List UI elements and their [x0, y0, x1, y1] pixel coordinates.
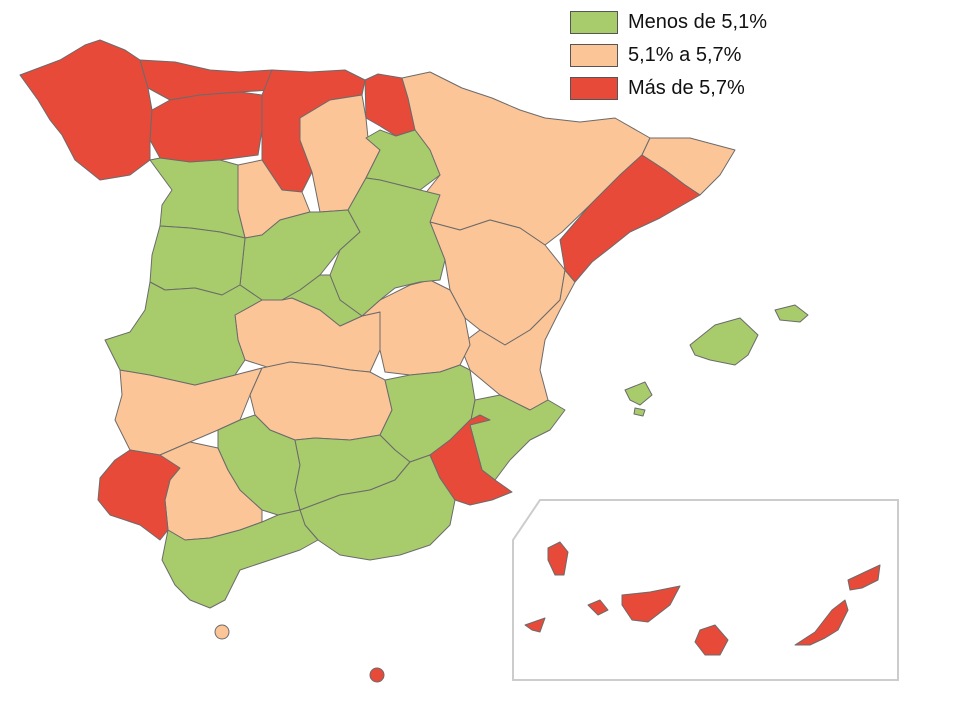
region-salamanca	[149, 225, 246, 296]
legend-item-low: Menos de 5,1%	[570, 6, 767, 39]
region-granada-almeria	[299, 454, 456, 561]
region-alicante	[469, 394, 566, 481]
island-fuerteventura	[794, 599, 849, 646]
city-melilla	[369, 667, 385, 683]
region-murcia	[429, 414, 513, 506]
island-gran-canaria	[694, 624, 729, 656]
island-el-hierro	[524, 617, 546, 633]
region-castellon-tarragona	[559, 154, 701, 283]
region-madrid-avila	[281, 274, 363, 327]
region-caceres	[104, 281, 263, 386]
legend-label-high: Más de 5,7%	[628, 77, 745, 99]
region-soria-guadalajara	[329, 177, 446, 317]
region-cadiz-malaga	[161, 509, 319, 609]
region-galicia	[19, 39, 153, 181]
island-la-palma	[547, 541, 569, 576]
region-cuenca-albacete-north	[361, 279, 471, 376]
legend-swatch-mid	[570, 44, 618, 67]
legend-label-mid: 5,1% a 5,7%	[628, 44, 742, 66]
island-lanzarote	[847, 564, 881, 591]
city-ceuta	[214, 624, 230, 640]
legend: Menos de 5,1% 5,1% a 5,7% Más de 5,7%	[570, 6, 767, 105]
island-la-gomera	[587, 599, 609, 616]
island-formentera	[633, 407, 646, 417]
region-cantabria-south	[365, 129, 441, 191]
island-mallorca	[689, 317, 759, 366]
legend-label-low: Menos de 5,1%	[628, 11, 767, 33]
canary-inset-frame	[512, 499, 899, 681]
island-menorca	[774, 304, 809, 323]
region-ciudad-real	[249, 361, 393, 441]
legend-swatch-high	[570, 77, 618, 100]
legend-item-high: Más de 5,7%	[570, 72, 767, 105]
island-ibiza	[624, 381, 653, 406]
region-leon	[149, 91, 263, 163]
region-huelva	[97, 449, 181, 541]
legend-item-mid: 5,1% a 5,7%	[570, 39, 767, 72]
island-tenerife	[621, 585, 681, 623]
legend-swatch-low	[570, 11, 618, 34]
